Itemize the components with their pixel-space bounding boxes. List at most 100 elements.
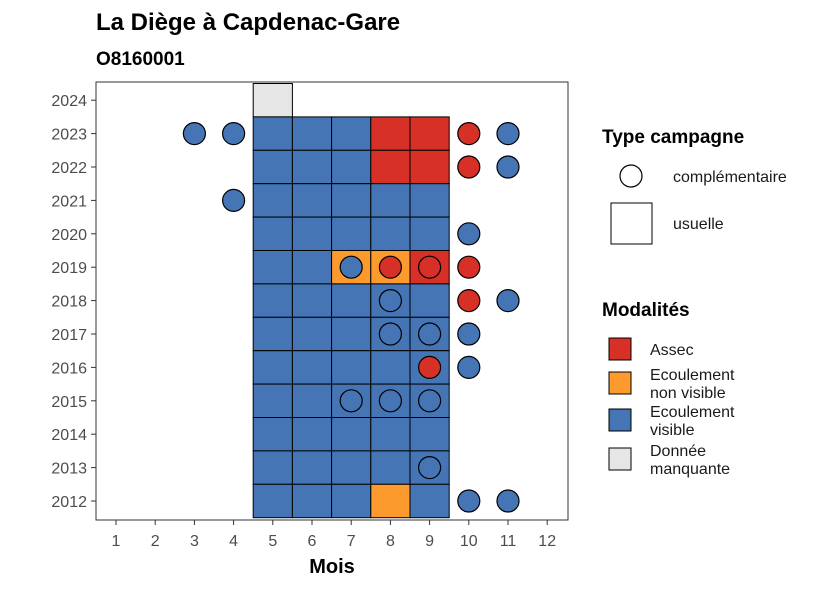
y-tick-label: 2019 — [51, 260, 87, 277]
tile-2022-8 — [370, 149, 411, 185]
y-tick-label: 2017 — [51, 327, 87, 344]
x-tick-label: 8 — [386, 533, 395, 550]
tile-2022-7 — [331, 149, 372, 185]
tile-2016-5 — [252, 350, 293, 385]
point-2019-8 — [378, 255, 402, 279]
tile-2017-7 — [331, 316, 372, 352]
tile-2012-9 — [409, 483, 450, 519]
point-2022-10 — [457, 155, 481, 179]
tile-2014-6 — [291, 417, 333, 452]
point-2015-9 — [418, 389, 442, 413]
y-tick-label: 2020 — [51, 227, 87, 244]
tile-2021-9 — [409, 183, 450, 218]
y-tick-label: 2018 — [51, 294, 87, 311]
point-2017-8 — [378, 322, 402, 346]
tile-2013-5 — [252, 450, 293, 485]
tile-2013-8 — [370, 450, 411, 485]
tile-2012-8 — [370, 483, 411, 519]
x-tick-label: 1 — [112, 533, 121, 550]
y-tick-label: 2024 — [51, 93, 87, 110]
tile-2023-5 — [252, 116, 293, 151]
point-2012-10 — [457, 489, 481, 513]
tile-2022-5 — [252, 149, 293, 185]
legend-type-label: complémentaire — [673, 169, 787, 186]
y-tick-label: 2014 — [51, 427, 87, 444]
tile-2018-7 — [331, 283, 372, 318]
tile-2016-6 — [291, 350, 333, 385]
point-2018-11 — [496, 289, 520, 313]
tile-2014-8 — [370, 417, 411, 452]
tile-2023-8 — [370, 116, 411, 151]
x-tick-label: 3 — [190, 533, 199, 550]
point-2013-9 — [418, 456, 442, 480]
tile-2021-7 — [331, 183, 372, 218]
point-2023-10 — [457, 122, 481, 146]
y-tick-label: 2022 — [51, 160, 87, 177]
legend-swatch-assec — [608, 337, 632, 361]
tile-2021-5 — [252, 183, 293, 218]
tile-2020-9 — [409, 216, 450, 252]
point-2019-9 — [418, 255, 442, 279]
y-tick-label: 2016 — [51, 360, 87, 377]
x-tick-label: 2 — [151, 533, 160, 550]
x-tick-label: 12 — [538, 533, 556, 550]
tile-2020-6 — [291, 216, 333, 252]
point-2015-7 — [339, 389, 363, 413]
x-axis: 1 2 3 4 5 6 7 8 9 10 11 12 — [112, 520, 556, 550]
x-tick-label: 5 — [268, 533, 277, 550]
tile-2018-9 — [409, 283, 450, 318]
tile-2021-6 — [291, 183, 333, 218]
y-axis: 2012 2013 2014 2015 2016 2017 2018 2019 2020 2021… — [51, 93, 96, 511]
point-2023-3 — [182, 122, 206, 146]
x-tick-label: 6 — [308, 533, 317, 550]
tile-2024-5 — [252, 83, 293, 118]
legend-mod-label: Assec — [650, 342, 694, 359]
legend-swatch-non_visible — [608, 371, 632, 395]
point-2015-8 — [378, 389, 402, 413]
y-tick-label: 2013 — [51, 461, 87, 478]
legend: Type campagne complémentaire usuelle Modali… — [602, 127, 787, 478]
y-tick-label: 2012 — [51, 494, 87, 511]
x-tick-label: 10 — [460, 533, 478, 550]
legend-mod-label: Donnée manquante — [650, 443, 730, 478]
tile-2019-5 — [252, 250, 293, 285]
legend-swatch-missing — [608, 447, 632, 471]
legend-circle-key — [619, 164, 643, 188]
point-2016-9 — [418, 355, 442, 379]
x-tick-label: 4 — [229, 533, 238, 550]
tile-2017-6 — [291, 316, 333, 352]
point-2016-10 — [457, 355, 481, 379]
tile-2016-7 — [331, 350, 372, 385]
tile-2020-8 — [370, 216, 411, 252]
tile-2015-6 — [291, 383, 333, 419]
chart-title: La Diège à Capdenac-Gare — [96, 9, 400, 36]
tile-2023-6 — [291, 116, 333, 151]
y-tick-label: 2021 — [51, 193, 87, 210]
legend-mod-label: Ecoulement non visible — [650, 367, 735, 402]
tile-2013-6 — [291, 450, 333, 485]
tile-2022-9 — [409, 149, 450, 185]
point-2019-7 — [339, 255, 363, 279]
tile-2012-5 — [252, 483, 293, 519]
point-2020-10 — [457, 222, 481, 246]
legend-type-title: Type campagne — [602, 127, 744, 148]
legend-square-key — [610, 202, 653, 245]
tile-2018-6 — [291, 283, 333, 318]
point-2023-11 — [496, 122, 520, 146]
y-tick-label: 2015 — [51, 394, 87, 411]
point-2017-9 — [418, 322, 442, 346]
tile-2019-6 — [291, 250, 333, 285]
point-2017-10 — [457, 322, 481, 346]
tile-2013-7 — [331, 450, 372, 485]
tile-2021-8 — [370, 183, 411, 218]
point-2019-10 — [457, 255, 481, 279]
y-tick-label: 2023 — [51, 127, 87, 144]
tile-2018-5 — [252, 283, 293, 318]
point-2012-11 — [496, 489, 520, 513]
tile-2017-5 — [252, 316, 293, 352]
points-layer — [182, 122, 520, 513]
tile-2023-7 — [331, 116, 372, 151]
point-2018-8 — [378, 289, 402, 313]
legend-mod-title: Modalités — [602, 300, 690, 321]
